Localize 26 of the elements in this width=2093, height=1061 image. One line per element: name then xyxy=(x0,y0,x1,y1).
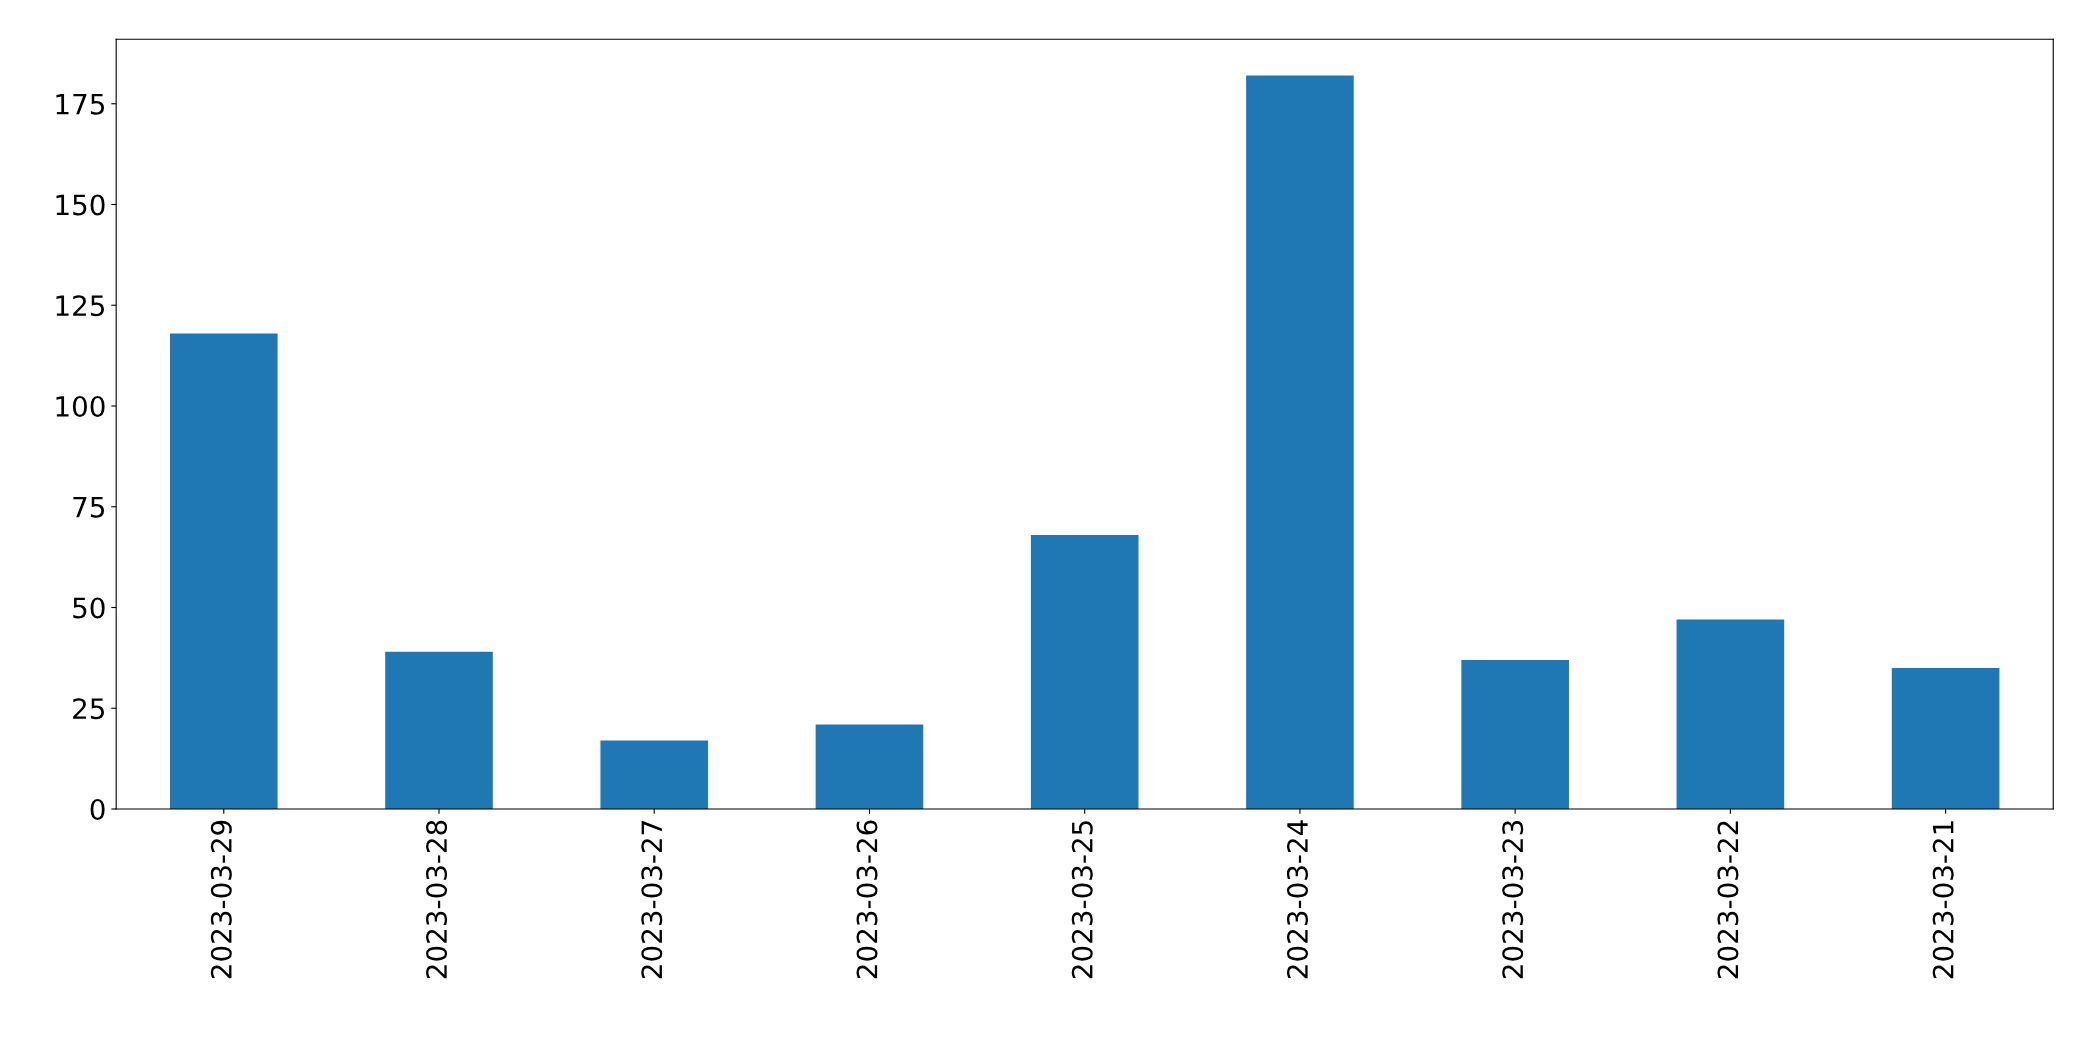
bar xyxy=(600,740,709,810)
bar xyxy=(1030,534,1139,810)
x-tick-label: 2023-03-27 xyxy=(641,821,663,979)
x-tick-label: 2023-03-22 xyxy=(1717,821,1739,979)
y-tick-label: 100 xyxy=(56,395,105,417)
bar xyxy=(169,333,278,810)
x-tick-label: 2023-03-24 xyxy=(1286,820,1308,979)
x-tick-label: 2023-03-26 xyxy=(856,820,878,979)
y-tick-label: 75 xyxy=(73,497,105,518)
y-tick-label: 175 xyxy=(56,94,105,115)
y-tick-label: 125 xyxy=(56,295,105,317)
y-tick-label: 25 xyxy=(73,698,105,720)
bar xyxy=(385,651,493,810)
y-tick-label: 0 xyxy=(90,798,105,820)
bar xyxy=(1246,75,1354,810)
bar xyxy=(1891,667,2000,810)
x-tick-label: 2023-03-21 xyxy=(1932,821,1954,979)
x-tick-label: 2023-03-23 xyxy=(1502,820,1524,979)
bar xyxy=(1676,619,1785,810)
y-tick-label: 50 xyxy=(73,597,105,619)
bar xyxy=(1461,659,1569,810)
x-tick-label: 2023-03-28 xyxy=(426,820,448,979)
x-tick-label: 2023-03-25 xyxy=(1071,821,1093,979)
y-tick-label: 150 xyxy=(56,194,105,216)
bar xyxy=(815,724,924,810)
x-tick-label: 2023-03-29 xyxy=(210,820,232,979)
